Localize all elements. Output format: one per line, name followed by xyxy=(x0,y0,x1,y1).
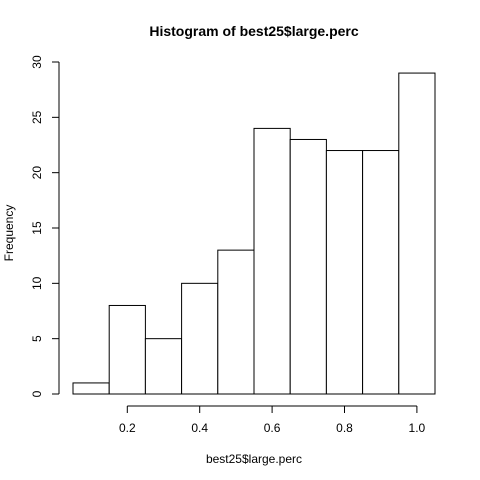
y-tick-label: 0 xyxy=(30,390,44,397)
histogram-bar xyxy=(398,72,436,395)
histogram-bar xyxy=(181,282,219,395)
x-axis-label: best25$large.perc xyxy=(206,452,302,466)
histogram-bar xyxy=(253,127,291,395)
y-tick-label: 10 xyxy=(30,276,44,290)
x-tick-label: 0.6 xyxy=(264,421,281,435)
x-axis: 0.2 0.4 0.6 0.8 1.0 xyxy=(119,405,426,435)
x-tick-label: 0.4 xyxy=(191,421,208,435)
histogram-bar xyxy=(289,138,327,395)
x-tick-label: 0.2 xyxy=(119,421,136,435)
y-tick-label: 15 xyxy=(30,221,44,235)
histogram-bar xyxy=(108,304,146,395)
y-tick-label: 5 xyxy=(30,335,44,342)
y-tick-label: 20 xyxy=(30,166,44,180)
y-tick-label: 25 xyxy=(30,110,44,124)
histogram-bar xyxy=(144,338,183,395)
chart-title: Histogram of best25$large.perc xyxy=(149,23,359,39)
bars xyxy=(72,72,436,395)
histogram-bar xyxy=(325,150,364,395)
histogram-bar xyxy=(362,150,400,395)
y-axis-label: Frequency xyxy=(2,205,16,262)
y-tick-label: 30 xyxy=(30,55,44,69)
histogram-bar xyxy=(72,382,110,395)
y-axis: 0 5 10 15 20 25 30 xyxy=(30,55,60,397)
x-tick-label: 0.8 xyxy=(336,421,353,435)
histogram-bar xyxy=(217,249,255,395)
x-tick-label: 1.0 xyxy=(409,421,426,435)
